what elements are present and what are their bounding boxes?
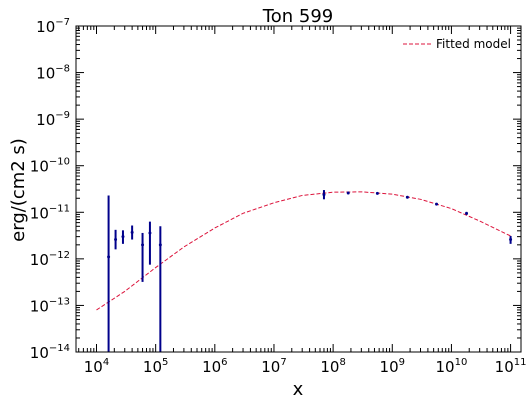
fitted-model-line [96,191,511,311]
y-tick-label: 10−12 [30,250,70,269]
data-point [121,235,125,239]
y-axis-label: erg/(cm2 s) [8,138,29,242]
data-point [346,191,350,195]
chart-title: Ton 599 [262,6,333,27]
x-tick-label: 109 [380,357,405,376]
y-tick-label: 10−10 [30,157,70,176]
data-point [148,231,152,235]
x-tick-labels: 104 105 106 107 108 109 1010 1011 [84,357,527,376]
data-point [107,255,111,259]
x-major-ticks [96,26,512,352]
x-tick-label: 106 [202,357,227,376]
data-point [322,193,326,197]
x-axis-label: x [293,379,304,400]
y-tick-label: 10−8 [36,64,70,83]
y-tick-label: 10−11 [30,203,70,222]
data-points [107,190,513,352]
data-point [158,243,162,247]
x-tick-label: 104 [84,357,109,376]
x-tick-label: 1011 [495,357,527,376]
y-minor-ticks [76,27,521,339]
data-point [509,238,513,242]
y-tick-label: 10−9 [36,110,70,129]
data-point [114,238,118,242]
data-point [375,191,379,195]
x-tick-label: 108 [320,357,345,376]
x-tick-label: 105 [143,357,168,376]
x-tick-label: 107 [261,357,286,376]
data-point [405,195,409,199]
y-tick-label: 10−7 [36,17,70,36]
legend: Fitted model [403,37,511,51]
y-tick-label: 10−14 [30,343,70,362]
data-point [141,243,145,247]
x-minor-ticks [78,26,509,352]
plot-frame [75,25,522,353]
fitted-model-path [96,191,511,311]
y-tick-label: 10−13 [30,296,70,315]
x-tick-label: 1010 [436,357,468,376]
data-point [435,202,439,206]
legend-label-fitted-model: Fitted model [436,37,511,51]
data-point [130,230,134,234]
y-tick-labels: 10−14 10−13 10−12 10−11 10−10 10−9 10−8 10−7 [30,17,70,362]
data-point [465,211,469,215]
